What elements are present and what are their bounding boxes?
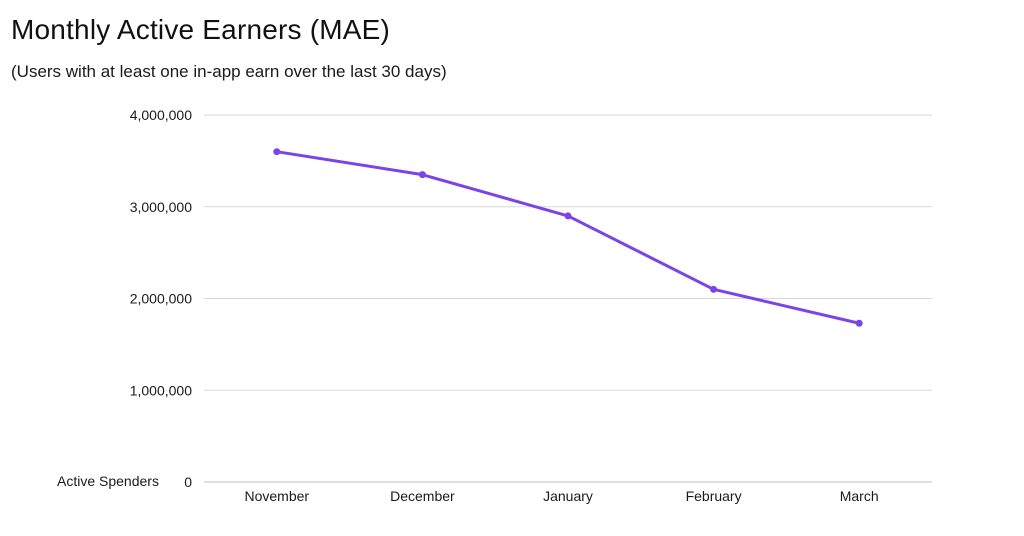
data-point <box>855 319 863 327</box>
y-tick-label: 3,000,000 <box>130 199 192 215</box>
chart-title: Monthly Active Earners (MAE) <box>11 14 391 45</box>
x-tick-label: December <box>390 488 455 504</box>
legend: Active Spenders <box>57 473 159 489</box>
x-axis-tick-labels: November December January February March <box>245 488 879 504</box>
y-tick-label: 2,000,000 <box>130 291 192 307</box>
data-point <box>418 171 426 179</box>
legend-label: Active Spenders <box>57 473 159 489</box>
y-axis-tick-labels: 0 1,000,000 2,000,000 3,000,000 4,000,000 <box>130 107 193 490</box>
data-point <box>273 148 281 156</box>
chart-subtitle: (Users with at least one in-app earn ove… <box>11 62 447 81</box>
data-point <box>564 212 572 220</box>
y-tick-label: 1,000,000 <box>130 382 192 398</box>
x-tick-label: November <box>245 488 310 504</box>
x-tick-label: March <box>840 488 879 504</box>
data-point <box>710 285 718 293</box>
x-tick-label: February <box>686 488 742 504</box>
y-tick-label: 0 <box>184 474 192 490</box>
series-line <box>275 150 861 325</box>
y-tick-label: 4,000,000 <box>130 107 192 123</box>
gridlines <box>204 114 932 483</box>
series <box>273 148 863 327</box>
x-tick-label: January <box>543 488 593 504</box>
